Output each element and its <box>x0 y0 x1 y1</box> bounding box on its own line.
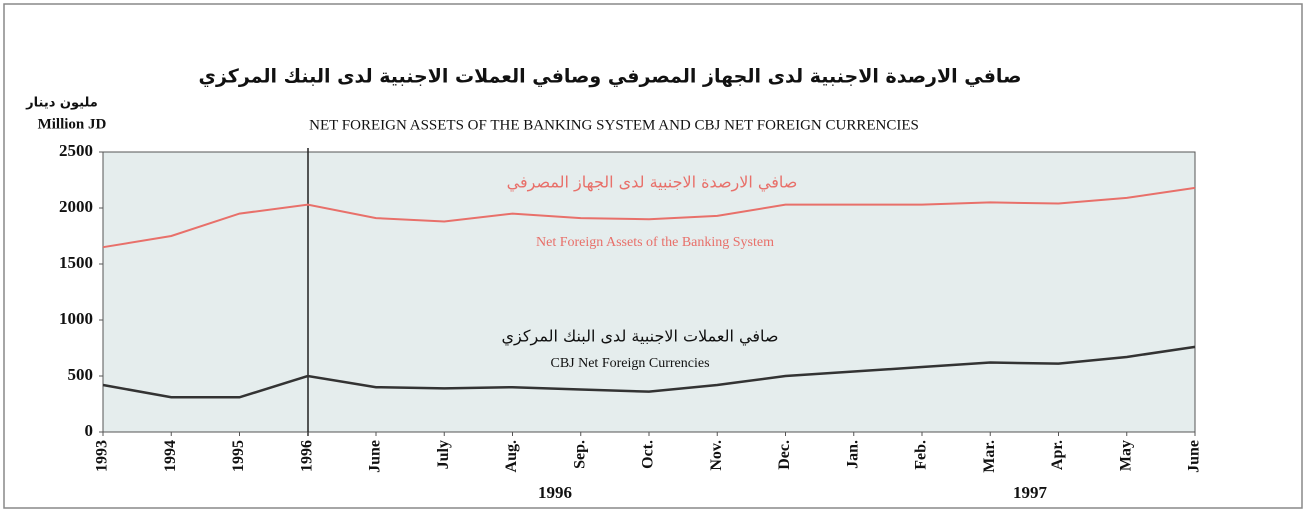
x-tick-label: June <box>1186 440 1203 473</box>
y-unit: Million JD <box>38 116 107 132</box>
x-tick-label: Oct. <box>640 440 657 469</box>
x-tick-label: Feb. <box>913 440 930 470</box>
year-label: 1997 <box>1013 483 1048 502</box>
year-label: 1996 <box>538 483 572 502</box>
y-tick-label: 0 <box>85 421 94 440</box>
series-label: Net Foreign Assets of the Banking System <box>536 235 774 250</box>
x-tick-label: Apr. <box>1049 440 1066 470</box>
x-tick-label: May <box>1117 440 1134 471</box>
line <box>102 345 1196 399</box>
y-tick-label: 2500 <box>59 141 93 160</box>
series-label: CBJ Net Foreign Currencies <box>550 356 709 371</box>
y-tick-label: 1000 <box>59 309 93 328</box>
x-tick-label: Nov. <box>708 440 725 471</box>
x-tick-label: 1995 <box>230 440 247 472</box>
x-tick-label: June <box>367 440 384 473</box>
x-tick-label: 1994 <box>162 440 179 472</box>
y-unit-ar: مليون دينار <box>25 96 98 111</box>
x-tick-label: Sep. <box>571 440 588 469</box>
chart-title: NET FOREIGN ASSETS OF THE BANKING SYSTEM… <box>309 117 919 133</box>
x-tick-label: Dec. <box>776 440 793 470</box>
plot-area <box>102 151 1196 433</box>
y-tick-label: 2000 <box>59 197 93 216</box>
line <box>102 186 1196 249</box>
x-tick-label: July <box>435 440 452 469</box>
x-tick-label: 1996 <box>298 440 315 472</box>
x-tick-label: Aug. <box>503 440 520 472</box>
y-tick-label: 1500 <box>59 253 93 272</box>
x-tick-label: Mar. <box>981 440 998 473</box>
series-label-ar: صافي الارصدة الاجنبية لدى الجهاز المصرفي <box>507 173 798 193</box>
chart-title-ar: صافي الارصدة الاجنبية لدى الجهاز المصرفي… <box>199 66 1022 89</box>
series-label-ar: صافي العملات الاجنبية لدى البنك المركزي <box>502 327 779 347</box>
y-tick-label: 500 <box>68 365 94 384</box>
x-tick-label: Jan. <box>844 440 861 469</box>
frame <box>3 3 1303 509</box>
x-tick-label: 1993 <box>94 440 111 472</box>
